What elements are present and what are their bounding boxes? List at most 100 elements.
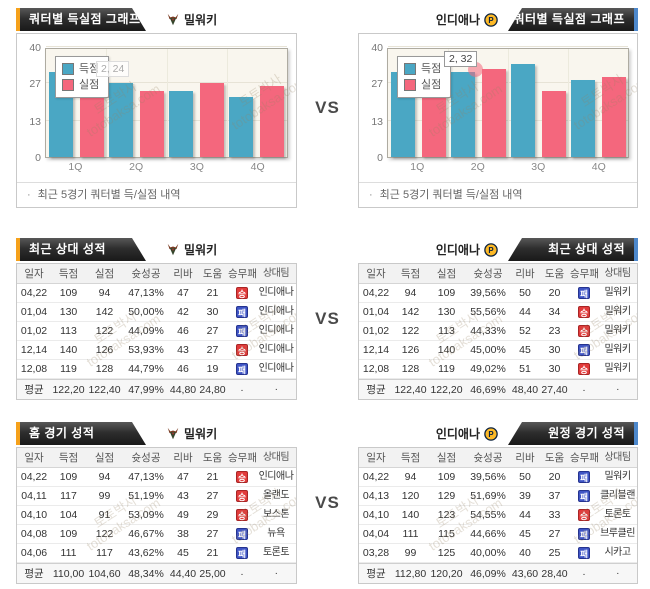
legend-item: 실점 xyxy=(62,77,99,93)
tab-accent-blue xyxy=(634,422,638,445)
h2h-tab-row-left: 최근 상대 성적 밀워키 xyxy=(16,238,297,261)
cell: 보스톤 xyxy=(262,509,290,520)
cell: 30 xyxy=(548,344,561,356)
cell: 44,79% xyxy=(128,363,164,375)
y-axis-labels: 0 13 27 40 xyxy=(19,42,45,164)
cell: 밀워키 xyxy=(604,471,631,482)
cell: 42 xyxy=(177,306,189,318)
chart-note-right: · 최근 5경기 쿼터별 득/실점 내역 xyxy=(359,182,637,207)
cell: 평균 xyxy=(24,567,44,580)
cell: 브루클린 xyxy=(600,528,635,539)
cell: 실점 xyxy=(436,267,457,280)
table-row: 12,14 126 140 45,00% 45 30 패 밀워키 xyxy=(359,341,637,360)
cell: 밀워키 xyxy=(604,325,631,336)
cell: 승 xyxy=(570,360,598,378)
cell: 패 xyxy=(570,341,598,359)
cell: · xyxy=(582,383,586,396)
cell: 55,56% xyxy=(470,306,506,318)
cell: 평균 xyxy=(366,383,386,396)
table-row: 04,10 104 91 53,09% 49 29 승 보스톤 xyxy=(17,506,296,525)
cell: 일자 xyxy=(366,451,386,464)
cell: 51 xyxy=(519,363,531,375)
bar-실점 xyxy=(601,77,626,157)
cell: 109 xyxy=(59,471,78,483)
cell: 38 xyxy=(177,528,189,540)
cell: 승 xyxy=(570,322,598,340)
cell: 45,00% xyxy=(470,344,506,356)
table-row: 01,02 122 113 44,33% 52 23 승 밀워키 xyxy=(359,322,637,341)
chart-panel-milwaukee: 쿼터별 득실점 그래프 밀워키 0 13 27 40 득점 실점 2, 24 1Q 2Q 3Q 4Q… xyxy=(16,8,297,208)
x-tick-label: 2Q xyxy=(129,161,144,173)
h2h-tab-row-right: 인디애나 P 최근 상대 성적 xyxy=(358,238,638,261)
cell: 46 xyxy=(177,363,189,375)
table-header-row: 일자 득점 실점 슛성공 리바 도움 승무패 상대팀 xyxy=(17,264,296,284)
cell: 04,13 xyxy=(362,490,390,502)
cell: 51,69% xyxy=(470,490,506,502)
cell: 27 xyxy=(206,490,219,502)
cell: 44,33% xyxy=(470,325,506,337)
cell: 109 xyxy=(59,528,78,540)
cell: 28,40 xyxy=(541,567,568,580)
team-name: 밀워키 xyxy=(184,13,218,27)
vs-label: VS xyxy=(315,309,340,328)
cell: 슛성공 xyxy=(473,267,503,280)
cell: 04,08 xyxy=(20,528,48,540)
cell: 142 xyxy=(95,306,114,318)
cell: · xyxy=(274,383,278,395)
cell: 승무패 xyxy=(228,267,256,280)
cell: 승 xyxy=(228,506,256,524)
cell: 패 xyxy=(228,360,256,378)
cell: 39 xyxy=(519,490,531,502)
cell: 04,11 xyxy=(21,490,47,502)
cell: 도움 xyxy=(544,451,565,464)
loss-badge: 패 xyxy=(236,325,248,338)
cell: 01,04 xyxy=(20,306,48,318)
cell: 21 xyxy=(206,471,219,483)
cell: 122,40 xyxy=(394,383,427,396)
cell: 01,02 xyxy=(362,325,390,337)
team-name: 밀워키 xyxy=(184,427,218,441)
tab-away-right[interactable]: 원정 경기 성적 xyxy=(508,422,638,445)
h2h-table-box-right: 일자 득점 실점 슛성공 리바 도움 승무패 상대팀 04,22 94 109 39,56% 50 20 패… xyxy=(358,263,638,400)
cell: 승무패 xyxy=(570,451,598,464)
cell: 119 xyxy=(60,363,77,375)
cell: 밀워키 xyxy=(604,306,631,317)
cell: 득점 xyxy=(58,451,79,464)
cell: 47,13% xyxy=(128,471,164,483)
cell: 111 xyxy=(402,528,419,540)
cell: 인디애나 xyxy=(258,287,294,298)
cell: 53,09% xyxy=(128,509,164,521)
legend-swatch xyxy=(62,63,74,75)
cell: 94 xyxy=(404,471,417,483)
legend-label: 득점 xyxy=(421,63,442,75)
cell: 122,40 xyxy=(88,383,121,396)
cell: 94 xyxy=(98,471,111,483)
homeaway-section: 홈 경기 성적 밀워키 일자 득점 실점 슛성공 리바 도움 승무패 상대팀 04,22 109 9… xyxy=(16,422,638,584)
cell: 12,08 xyxy=(362,363,390,375)
cell: · xyxy=(274,567,278,579)
bar-득점 xyxy=(570,80,595,157)
table-row: 04,04 111 115 44,66% 45 27 패 브루클린 xyxy=(359,525,637,544)
y-tick-label: 40 xyxy=(371,42,383,54)
tab-title: 홈 경기 성적 xyxy=(29,426,95,440)
cell: 99 xyxy=(404,547,417,559)
cell: 평균 xyxy=(366,567,386,580)
cell: 04,06 xyxy=(20,547,48,559)
tab-home-left[interactable]: 홈 경기 성적 xyxy=(16,422,146,445)
cell: 21 xyxy=(206,287,219,299)
loss-badge: 패 xyxy=(236,306,248,319)
cell: 115 xyxy=(438,528,455,540)
tab-quarter-chart-right[interactable]: 쿼터별 득실점 그래프 xyxy=(508,8,638,31)
tab-h2h-right[interactable]: 최근 상대 성적 xyxy=(508,238,638,261)
tab-quarter-chart-left[interactable]: 쿼터별 득실점 그래프 xyxy=(16,8,146,31)
cell: 올랜도 xyxy=(262,490,290,501)
cell: 상대팀 xyxy=(604,267,631,279)
home-table-left: 일자 득점 실점 슛성공 리바 도움 승무패 상대팀 04,22 109 94 47,13% 47 21 승… xyxy=(17,448,296,583)
tab-h2h-left[interactable]: 최근 상대 성적 xyxy=(16,238,146,261)
bar-실점 xyxy=(200,82,225,157)
win-badge: 승 xyxy=(578,509,590,522)
vs-label: VS xyxy=(315,98,340,117)
win-badge: 승 xyxy=(578,325,590,338)
loss-badge: 패 xyxy=(578,528,590,541)
